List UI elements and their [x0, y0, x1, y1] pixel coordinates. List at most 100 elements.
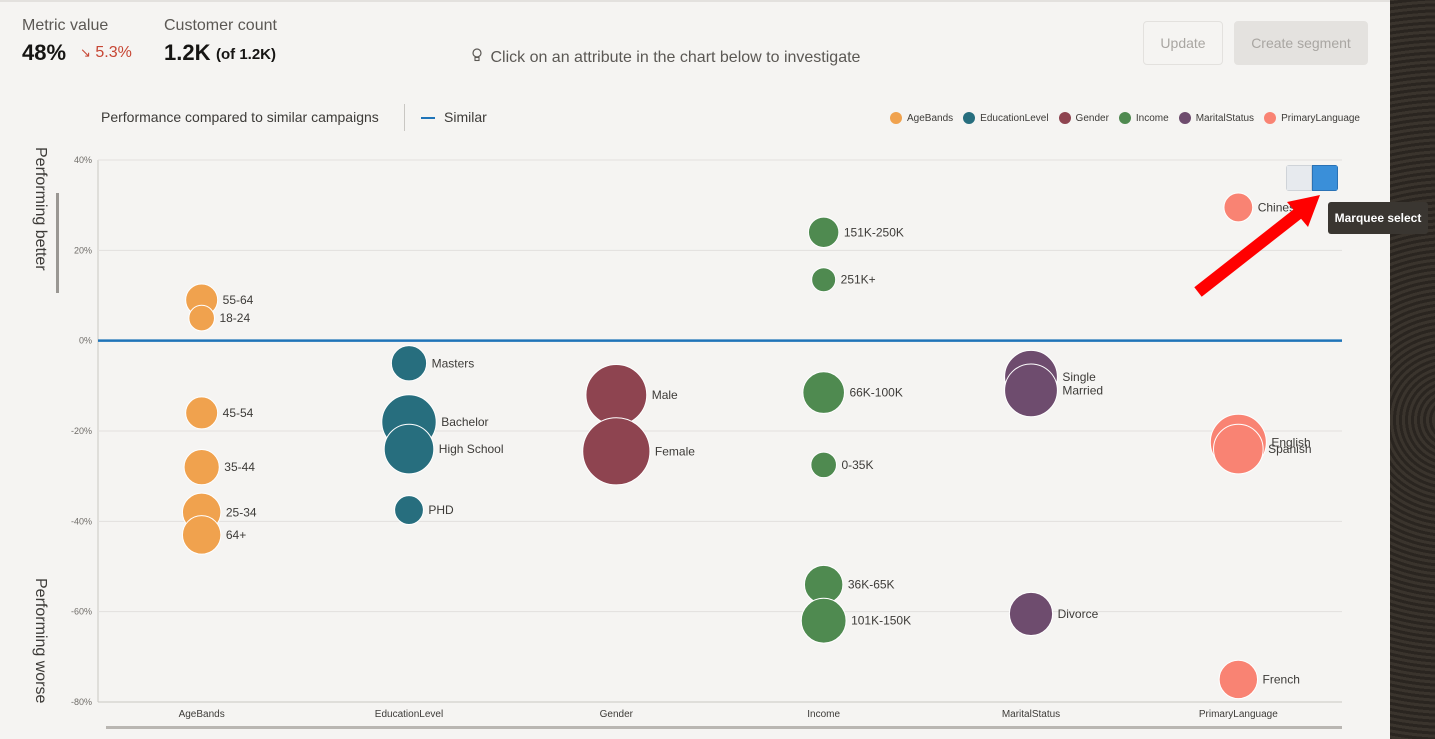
bubble-label: Female [655, 444, 695, 458]
legend-swatch [1118, 112, 1131, 124]
metric-delta-value: 5.3% [95, 44, 132, 61]
bubble-point[interactable] [383, 423, 435, 475]
x-category-label: MaritalStatus [1002, 709, 1060, 720]
metric-value-label: Metric value [22, 17, 109, 34]
x-category-label: Income [807, 709, 840, 720]
x-category-label: PrimaryLanguage [1199, 709, 1278, 720]
legend-swatch [1264, 112, 1277, 124]
bubble-label: Divorce [1058, 607, 1099, 621]
bubble-label: Male [652, 388, 678, 402]
chart-legend: AgeBands EducationLevel Gender Income Marita… [890, 110, 1360, 126]
bubble-point[interactable] [1213, 423, 1264, 475]
y-tick-label: 40% [74, 155, 92, 165]
bubble-label: Chinese [1258, 200, 1302, 214]
x-category-label: Gender [600, 709, 634, 720]
bubble-label: 18-24 [219, 311, 250, 325]
bubble-label: 0-35K [841, 458, 873, 472]
y-tick-label: 20% [74, 245, 92, 255]
bubble-point[interactable] [1008, 591, 1054, 637]
bubble-label: 25-34 [226, 505, 257, 519]
bubble-label: 251K+ [841, 273, 876, 287]
bubble-label: 66K-100K [849, 386, 902, 400]
x-category-label: AgeBands [179, 709, 225, 720]
update-button[interactable]: Update [1143, 21, 1223, 65]
marquee-select-tooltip: Marquee select [1328, 202, 1428, 234]
bubble-label: PHD [428, 503, 454, 517]
legend-label: Income [1135, 112, 1169, 124]
performing-better-bar [56, 193, 59, 293]
bubble-label: Masters [432, 356, 475, 370]
investigate-hint: Click on an attribute in the chart below… [472, 47, 860, 67]
bubble-point[interactable] [1223, 192, 1254, 223]
similar-legend-label: Similar [444, 109, 487, 125]
bubble-label: French [1263, 672, 1300, 686]
performance-title: Performance compared to similar campaign… [101, 109, 379, 125]
marquee-select-button[interactable] [1312, 165, 1338, 191]
y-tick-label: 0% [79, 336, 92, 346]
y-tick-label: -80% [71, 697, 92, 707]
bubble-point[interactable] [800, 597, 847, 644]
trend-down-icon: ↘ [80, 45, 91, 60]
customer-count-total: (of 1.2K) [216, 46, 276, 63]
header-divider [404, 104, 405, 131]
legend-label: MaritalStatus [1195, 112, 1255, 124]
metric-value: 48% [22, 40, 67, 65]
bubble-label: 55-64 [223, 293, 254, 307]
customer-count-label: Customer count [164, 17, 277, 34]
bubble-label: 151K-250K [844, 225, 904, 239]
top-divider [0, 0, 1390, 2]
bubble-label: High School [439, 442, 504, 456]
metric-delta: ↘ 5.3% [80, 44, 132, 62]
legend-item[interactable]: Gender [1058, 112, 1109, 124]
legend-item[interactable]: PrimaryLanguage [1264, 112, 1360, 124]
bubble-label: Spanish [1268, 442, 1311, 456]
legend-label: EducationLevel [980, 112, 1049, 124]
create-segment-button[interactable]: Create segment [1234, 21, 1368, 65]
bubble-point[interactable] [810, 451, 837, 479]
bubble-point[interactable] [188, 304, 215, 332]
legend-label: AgeBands [907, 112, 954, 124]
similar-legend-line [421, 117, 435, 119]
bubble-label: 36K-65K [848, 578, 895, 592]
bubble-label: Single [1062, 370, 1096, 384]
legend-swatch [890, 112, 902, 124]
horizontal-scrollbar[interactable] [106, 726, 1342, 729]
legend-label: Gender [1075, 112, 1109, 124]
x-category-label: EducationLevel [375, 709, 443, 720]
bubble-point[interactable] [582, 417, 651, 486]
pan-mode-button[interactable] [1286, 165, 1312, 191]
lightbulb-icon [472, 48, 482, 62]
bubble-label: English [1271, 435, 1310, 449]
bubble-point[interactable] [185, 396, 219, 430]
hint-text: Click on an attribute in the chart below… [490, 49, 861, 66]
bubble-point[interactable] [807, 216, 840, 248]
insights-panel: Metric value 48% ↘ 5.3% Customer count 1… [0, 0, 1390, 739]
y-tick-label: -60% [71, 607, 92, 617]
y-tick-label: -40% [71, 516, 92, 526]
legend-item[interactable]: MaritalStatus [1178, 112, 1255, 124]
legend-swatch [1058, 112, 1071, 124]
bubble-point[interactable] [394, 495, 424, 525]
selection-mode-toggle[interactable] [1286, 165, 1338, 191]
bubble-point[interactable] [585, 363, 648, 426]
bubble-point[interactable] [390, 345, 428, 382]
legend-item[interactable]: EducationLevel [963, 112, 1049, 124]
bubble-point[interactable] [1004, 363, 1058, 418]
bubble-point[interactable] [811, 267, 837, 293]
legend-label: PrimaryLanguage [1281, 112, 1360, 124]
bubble-label: Married [1062, 383, 1103, 397]
bubble-point[interactable] [183, 449, 220, 486]
bubble-label: 101K-150K [851, 614, 911, 628]
bubble-label: 35-44 [224, 460, 255, 474]
bubble-chart[interactable]: 40% 20% 0% -20% -40% -60% -80% AgeBands Educatio… [0, 0, 1390, 739]
background-texture [1390, 0, 1435, 739]
legend-item[interactable]: Income [1118, 112, 1169, 124]
legend-swatch [1178, 112, 1191, 124]
bubble-point[interactable] [1218, 659, 1259, 700]
bubble-point[interactable] [181, 515, 222, 555]
bubble-point[interactable] [802, 371, 845, 414]
bubble-label: 45-54 [223, 406, 254, 420]
legend-item[interactable]: AgeBands [890, 112, 953, 124]
bubble-label: 64+ [226, 528, 246, 542]
y-tick-label: -20% [71, 426, 92, 436]
